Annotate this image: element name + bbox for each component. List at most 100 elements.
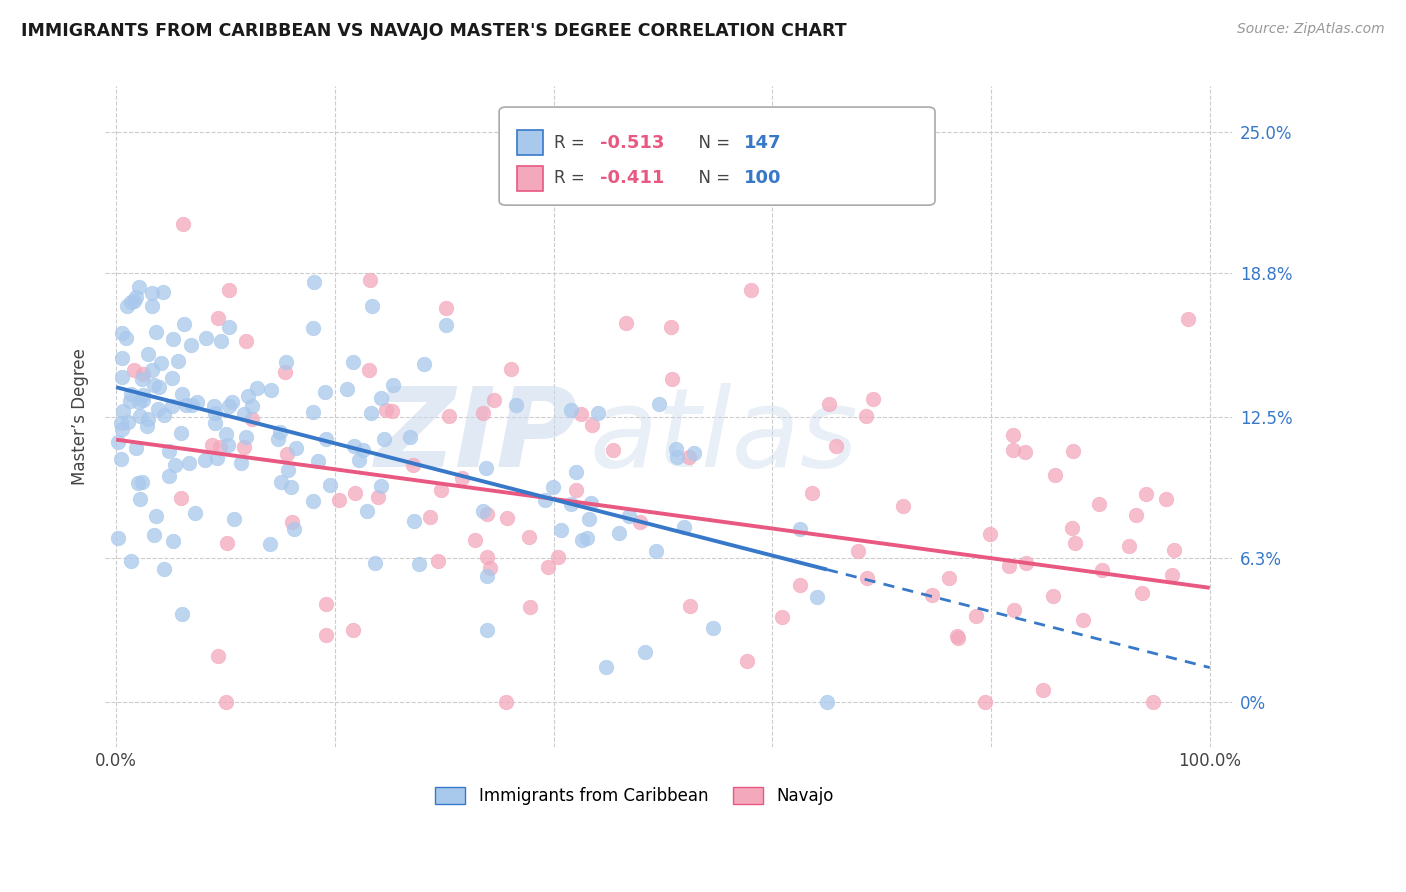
Point	[862, 392, 884, 406]
Point	[434, 318, 457, 332]
Point	[1118, 539, 1140, 553]
Point	[948, 632, 970, 646]
Point	[661, 372, 683, 386]
Point	[301, 321, 323, 335]
Point	[965, 608, 987, 623]
Point	[259, 537, 281, 551]
Point	[375, 403, 398, 417]
Point	[240, 412, 263, 426]
Point	[170, 491, 193, 505]
Point	[301, 404, 323, 418]
Point	[163, 458, 186, 473]
Point	[737, 654, 759, 668]
Point	[343, 439, 366, 453]
Point	[342, 355, 364, 369]
Point	[565, 483, 588, 497]
Point	[162, 332, 184, 346]
Point	[413, 357, 436, 371]
Point	[157, 469, 180, 483]
Point	[177, 456, 200, 470]
Point	[318, 478, 340, 492]
Point	[118, 393, 141, 408]
Point	[283, 522, 305, 536]
Point	[495, 511, 517, 525]
Point	[270, 475, 292, 489]
Point	[848, 544, 870, 558]
Point	[408, 557, 430, 571]
Point	[266, 432, 288, 446]
Point	[973, 695, 995, 709]
Point	[336, 382, 359, 396]
Point	[519, 600, 541, 615]
Point	[430, 483, 453, 498]
Point	[602, 442, 624, 457]
Point	[856, 570, 879, 584]
Point	[204, 406, 226, 420]
Point	[370, 478, 392, 492]
Point	[569, 407, 592, 421]
Point	[218, 283, 240, 297]
Point	[149, 356, 172, 370]
Text: 100: 100	[744, 169, 782, 187]
Point	[131, 392, 153, 407]
Point	[921, 588, 943, 602]
Point	[157, 443, 180, 458]
Point	[204, 399, 226, 413]
Point	[484, 393, 506, 408]
Point	[315, 432, 337, 446]
Point	[315, 597, 337, 611]
Point	[770, 610, 793, 624]
Point	[235, 334, 257, 348]
Point	[221, 395, 243, 409]
Point	[307, 454, 329, 468]
Point	[1071, 614, 1094, 628]
Point	[120, 387, 142, 401]
Point	[399, 430, 422, 444]
Point	[132, 368, 155, 382]
Point	[682, 445, 704, 459]
Point	[201, 438, 224, 452]
Point	[111, 404, 134, 418]
Point	[207, 311, 229, 326]
Point	[479, 561, 502, 575]
Point	[180, 398, 202, 412]
Point	[215, 695, 238, 709]
Point	[1125, 508, 1147, 522]
Point	[120, 554, 142, 568]
Point	[110, 416, 132, 430]
Point	[550, 523, 572, 537]
Point	[328, 493, 350, 508]
Point	[517, 530, 540, 544]
Point	[1042, 589, 1064, 603]
Point	[111, 422, 134, 436]
Text: ZIP: ZIP	[375, 384, 578, 491]
Point	[314, 384, 336, 399]
Point	[1154, 491, 1177, 506]
Point	[218, 399, 240, 413]
Point	[404, 515, 426, 529]
Point	[1002, 603, 1025, 617]
Point	[1002, 442, 1025, 457]
Point	[495, 695, 517, 709]
Text: IMMIGRANTS FROM CARIBBEAN VS NAVAJO MASTER'S DEGREE CORRELATION CHART: IMMIGRANTS FROM CARIBBEAN VS NAVAJO MAST…	[21, 22, 846, 40]
Point	[361, 300, 384, 314]
Point	[789, 578, 811, 592]
Point	[218, 320, 240, 334]
Point	[205, 450, 228, 465]
Point	[217, 438, 239, 452]
Point	[547, 550, 569, 565]
Point	[122, 363, 145, 377]
Point	[617, 509, 640, 524]
Point	[1014, 444, 1036, 458]
Point	[560, 496, 582, 510]
Point	[152, 285, 174, 300]
Point	[586, 406, 609, 420]
Point	[141, 299, 163, 313]
Point	[153, 408, 176, 422]
Text: N =: N =	[688, 169, 735, 187]
Point	[173, 317, 195, 331]
Point	[472, 406, 495, 420]
Point	[170, 426, 193, 441]
Text: -0.411: -0.411	[600, 169, 665, 187]
Point	[280, 480, 302, 494]
